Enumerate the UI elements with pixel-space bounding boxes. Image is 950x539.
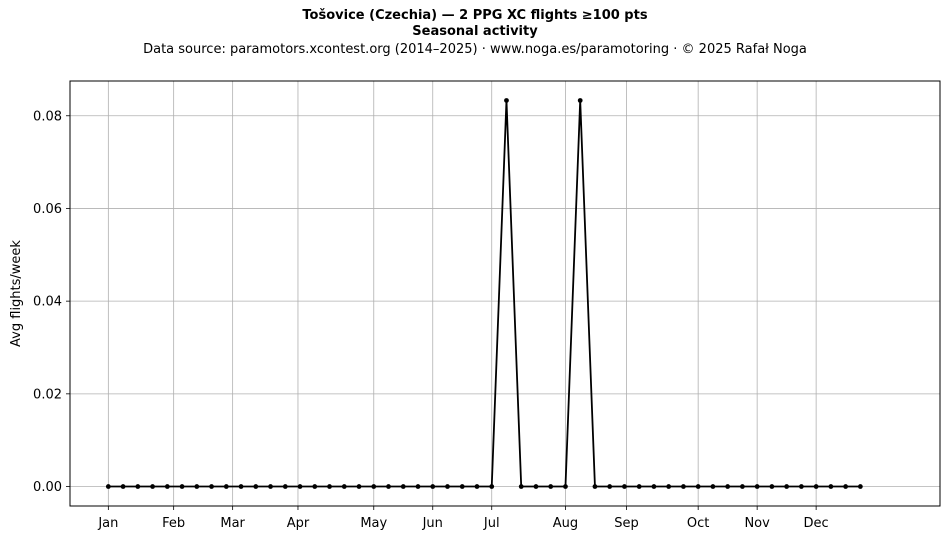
x-tick-label: Nov <box>744 516 770 531</box>
data-point <box>518 484 524 489</box>
data-point <box>209 484 214 489</box>
data-point <box>828 484 834 489</box>
x-tick-label: Jun <box>422 516 443 531</box>
data-point <box>857 484 863 489</box>
x-tick-label: Feb <box>162 516 185 531</box>
data-point <box>533 484 539 489</box>
ticks: Jan Feb Mar Apr May Jun Jul Aug Sep Oct Nov Dec 0.00… <box>33 109 829 531</box>
series-polyline <box>108 99 861 488</box>
data-point <box>400 484 406 489</box>
y-tick-label: 0.06 <box>33 202 62 217</box>
data-point <box>459 484 465 489</box>
x-tick-label: Sep <box>614 516 639 531</box>
data-point <box>754 484 760 489</box>
data-point <box>238 484 244 489</box>
x-tick-label: Jan <box>97 516 118 531</box>
data-source-note: Data source: paramotors.xcontest.org (20… <box>143 42 807 57</box>
data-point <box>356 484 362 489</box>
data-point <box>268 484 273 489</box>
data-point <box>725 484 731 489</box>
data-point <box>813 484 819 489</box>
data-point <box>371 484 377 489</box>
y-tick-label: 0.02 <box>33 387 62 402</box>
chart-title: Tošovice (Czechia) — 2 PPG XC flights ≥1… <box>302 8 648 23</box>
x-tick-label: Mar <box>220 516 245 531</box>
data-point <box>695 484 701 489</box>
data-point <box>430 484 436 489</box>
data-point <box>740 484 745 489</box>
data-point <box>282 484 288 489</box>
data-point <box>415 484 421 489</box>
data-point <box>592 484 598 489</box>
data-point <box>120 484 126 489</box>
data-point <box>607 484 613 489</box>
data-point <box>105 484 111 489</box>
data-point <box>548 484 554 489</box>
x-tick-label: Oct <box>687 516 709 531</box>
plot-frame <box>69 80 941 507</box>
data-point <box>327 484 332 489</box>
series-line <box>105 98 863 489</box>
data-point <box>666 484 672 489</box>
x-tick-label: Aug <box>553 516 578 531</box>
x-tick-label: May <box>360 516 387 531</box>
data-point <box>312 484 318 489</box>
x-tick-label: Jul <box>483 516 500 531</box>
data-point <box>784 484 790 489</box>
data-point <box>651 484 657 489</box>
data-point <box>843 484 849 489</box>
data-point <box>445 484 450 489</box>
y-tick-label: 0.08 <box>33 109 62 124</box>
data-point <box>135 484 141 489</box>
x-tick-label: Apr <box>287 516 310 531</box>
data-point <box>504 98 509 103</box>
y-axis-label: Avg flights/week <box>9 240 24 347</box>
data-point <box>164 484 170 489</box>
data-point <box>474 484 480 489</box>
data-point <box>297 484 303 489</box>
data-point <box>253 484 259 489</box>
data-point <box>769 484 775 489</box>
y-tick-label: 0.04 <box>33 295 62 310</box>
data-point <box>489 484 495 489</box>
data-point <box>341 484 347 489</box>
data-point <box>798 484 804 489</box>
data-point <box>194 484 200 489</box>
data-point <box>179 484 185 489</box>
data-point <box>636 484 642 489</box>
chart-subtitle: Seasonal activity <box>412 24 538 39</box>
chart-titles: Tošovice (Czechia) — 2 PPG XC flights ≥1… <box>0 8 950 59</box>
y-tick-label: 0.00 <box>33 480 62 495</box>
data-point <box>563 484 568 489</box>
data-point <box>223 484 229 489</box>
data-point <box>577 98 583 103</box>
x-tick-label: Dec <box>804 516 829 531</box>
data-point <box>710 484 716 489</box>
data-point <box>150 484 155 489</box>
data-point <box>386 484 391 489</box>
data-point <box>681 484 686 489</box>
data-point <box>622 484 627 489</box>
